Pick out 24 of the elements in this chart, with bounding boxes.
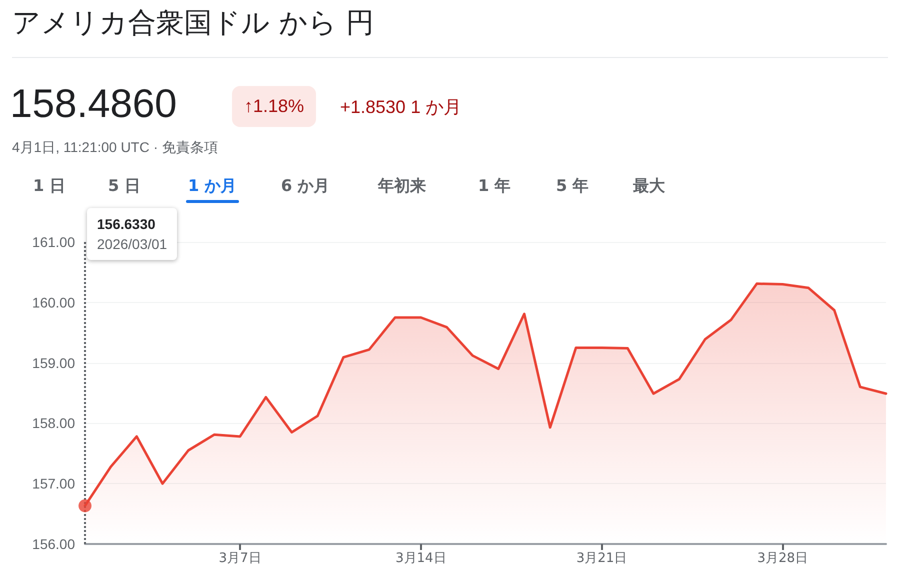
y-tick-label: 160.00	[32, 294, 76, 310]
text: ↑1.18%	[232, 86, 316, 127]
y-tick-label: 161.00	[32, 234, 76, 250]
text: 1 か月	[188, 176, 237, 197]
x-tick-label: 3月28日	[757, 551, 808, 566]
text: 4月1日, 11:21:00 UTC · 免責条項	[12, 139, 218, 157]
x-tick-label: 3月21日	[576, 551, 628, 566]
text: 1 日	[33, 176, 66, 197]
x-tick-label: 3月7日	[218, 551, 262, 566]
y-tick-label: 156.00	[32, 536, 76, 552]
text: 1 年	[478, 176, 511, 197]
y-tick-label: 157.00	[32, 476, 76, 492]
x-tick-label: 3月14日	[395, 551, 446, 566]
chart-subtitle: 158.4860	[10, 82, 177, 127]
y-tick-label: 159.00	[32, 354, 76, 371]
chart-title: アメリカ合衆国ドル から 円	[12, 5, 374, 41]
text: 年初来	[378, 176, 426, 197]
annotation: 156.6330 2026/03/01	[97, 215, 168, 254]
y-tick-label: 158.00	[32, 415, 76, 432]
text: 6 か月	[281, 176, 330, 197]
text: 5 年	[556, 176, 589, 197]
text: 5 日	[108, 176, 141, 197]
text: +1.8530 1 か月	[340, 96, 462, 119]
text: 最大	[633, 176, 665, 197]
